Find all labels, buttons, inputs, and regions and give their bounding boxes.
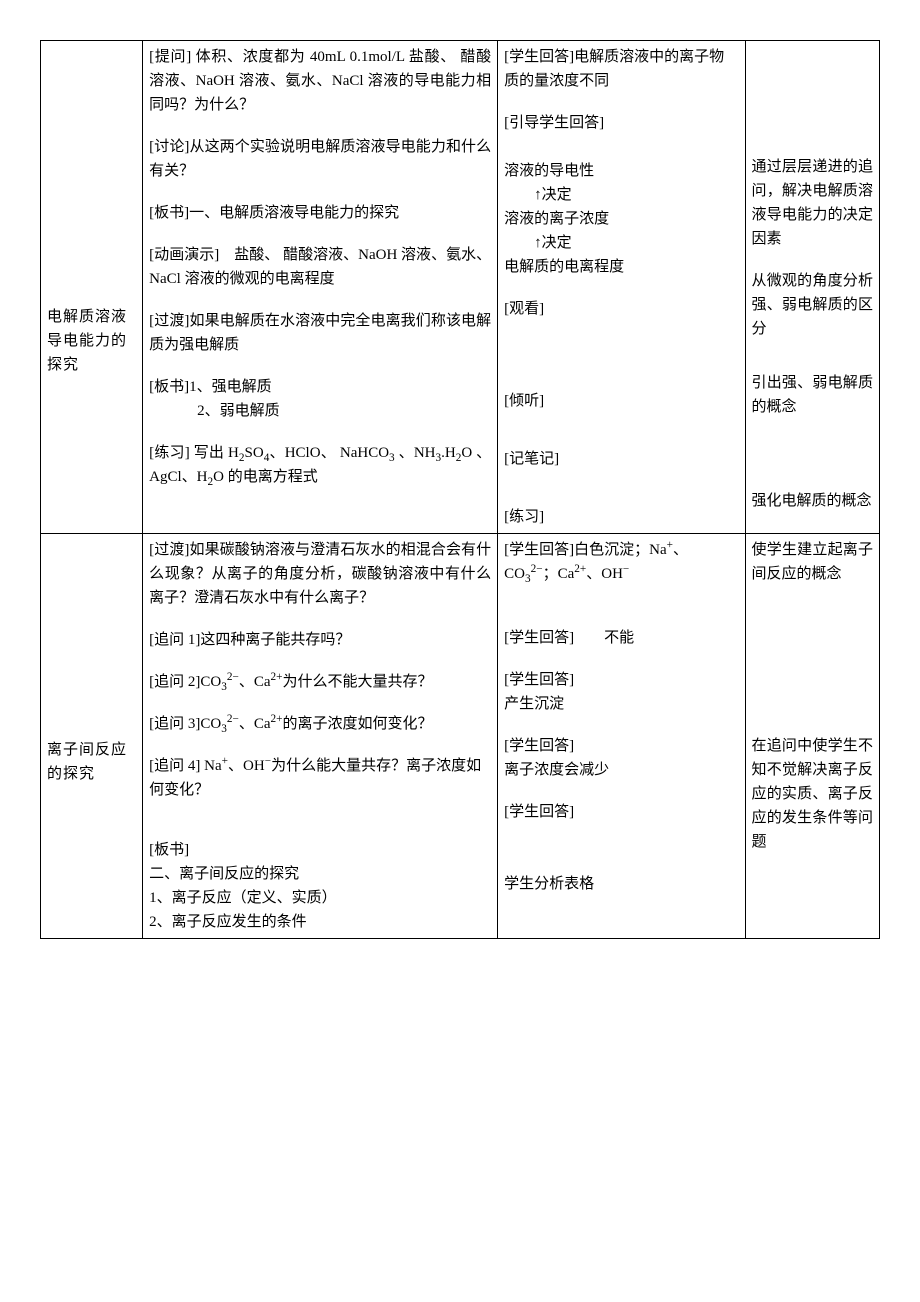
- student-activities: [学生回答]白色沉淀；Na+、CO32−；Ca2+、OH− [学生回答] 不能 …: [498, 534, 745, 939]
- teacher-activities: [提问] 体积、浓度都为 40mL 0.1mol/L 盐酸、 醋酸溶液、NaOH…: [143, 41, 498, 534]
- section-label: 离子间反应的探究: [41, 534, 143, 939]
- chem-formula: CO32−、Ca2+的离子浓度如何变化？: [200, 716, 432, 732]
- design-intent: 通过层层递进的追问，解决电解质溶液导电能力的决定因素 从微观的角度分析强、弱电解…: [745, 41, 879, 534]
- design-intent: 使学生建立起离子间反应的概念 在追问中使学生不知不觉解决离子反应的实质、离子反应…: [745, 534, 879, 939]
- section-title: 电解质溶液导电能力的探究: [47, 309, 127, 373]
- table-row: 电解质溶液导电能力的探究 [提问] 体积、浓度都为 40mL 0.1mol/L …: [41, 41, 880, 534]
- teacher-activities: [过渡]如果碳酸钠溶液与澄清石灰水的相混合会有什么现象？从离子的角度分析，碳酸钠…: [143, 534, 498, 939]
- student-activities: [学生回答]电解质溶液中的离子物质的量浓度不同 [引导学生回答] 溶液的导电性 …: [498, 41, 745, 534]
- section-title: 离子间反应的探究: [47, 742, 127, 782]
- chem-formula: CO32−、Ca2+为什么不能大量共存？: [200, 674, 432, 690]
- chem-formula: 写出 H2SO4、HClO、 NaHCO3 、NH3.H2O 、 AgCl、H2…: [149, 445, 491, 485]
- lesson-plan-table: 电解质溶液导电能力的探究 [提问] 体积、浓度都为 40mL 0.1mol/L …: [40, 40, 880, 939]
- table-row: 离子间反应的探究 [过渡]如果碳酸钠溶液与澄清石灰水的相混合会有什么现象？从离子…: [41, 534, 880, 939]
- section-label: 电解质溶液导电能力的探究: [41, 41, 143, 534]
